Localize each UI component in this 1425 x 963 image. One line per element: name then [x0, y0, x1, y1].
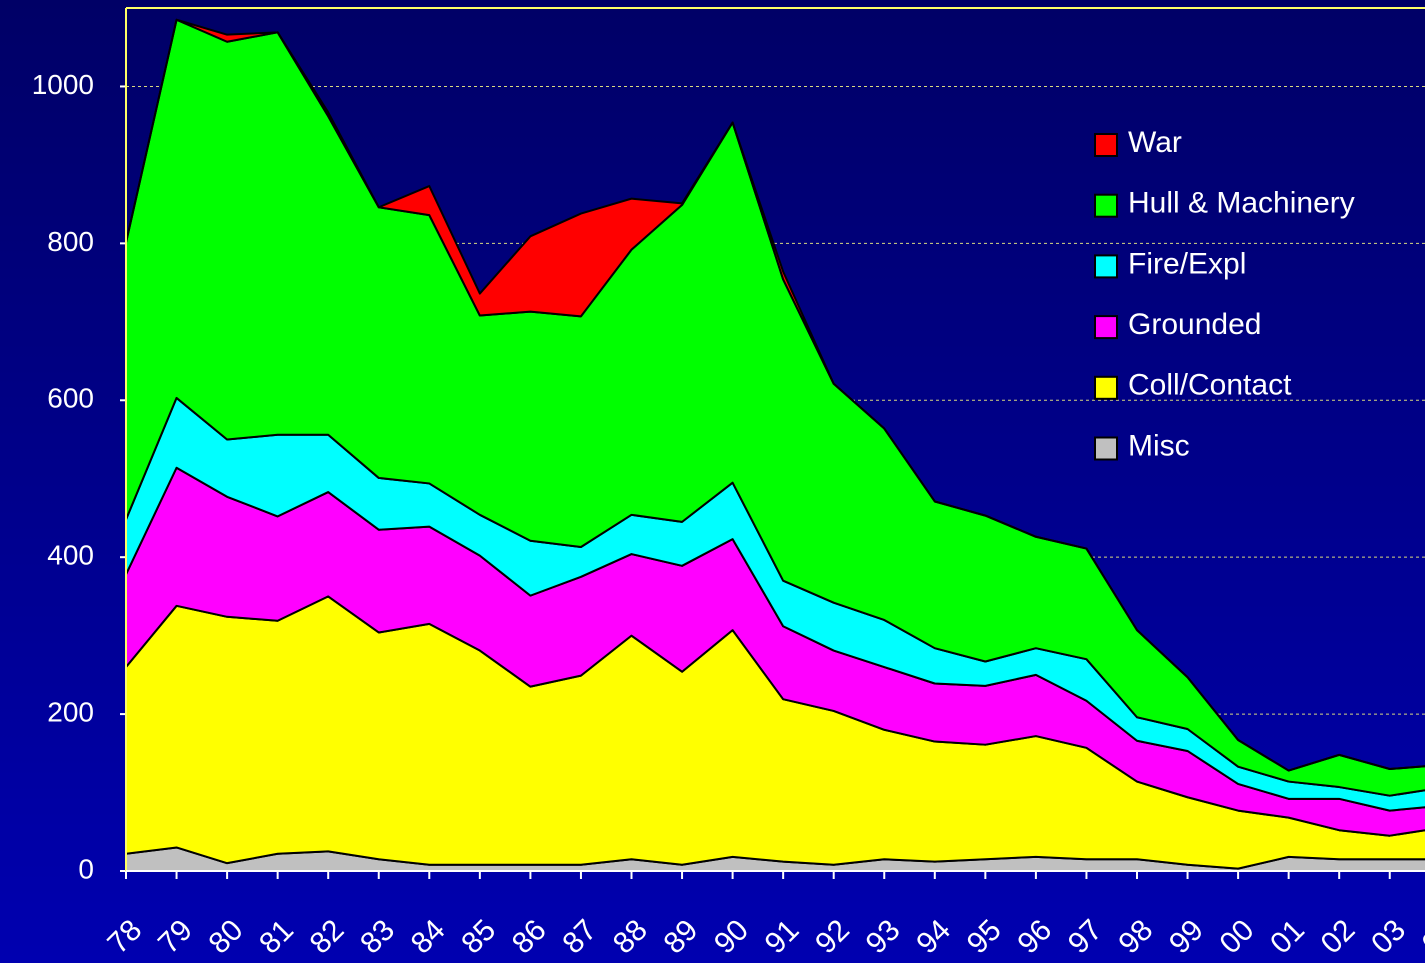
y-tick-label: 600: [47, 383, 94, 414]
legend-label: Coll/Contact: [1128, 369, 1292, 402]
x-tick-label: 04: [1416, 913, 1425, 960]
legend-swatch: [1094, 375, 1118, 400]
legend-label: Grounded: [1128, 308, 1261, 341]
y-tick-label: 200: [47, 696, 94, 727]
area: [125, 18, 1425, 772]
legend-label: Hull & Machinery: [1128, 187, 1355, 220]
legend-swatch: [1094, 193, 1118, 218]
legend-label: War: [1128, 126, 1182, 159]
legend-label: Misc: [1128, 429, 1190, 462]
y-tick-label: 400: [47, 540, 94, 571]
legend-swatch: [1094, 254, 1118, 279]
legend: War Hull & Machinery Fire/Expl Grounded Coll…: [1094, 126, 1355, 462]
legend-swatch: [1094, 133, 1118, 157]
y-tick-label: 800: [47, 226, 94, 257]
areas: [125, 18, 1425, 872]
legend-label: Fire/Expl: [1128, 247, 1246, 280]
y-tick-label: 0: [78, 853, 94, 884]
y-tick-label: 1000: [32, 69, 94, 100]
legend-swatch: [1094, 436, 1118, 461]
legend-swatch: [1094, 315, 1118, 340]
